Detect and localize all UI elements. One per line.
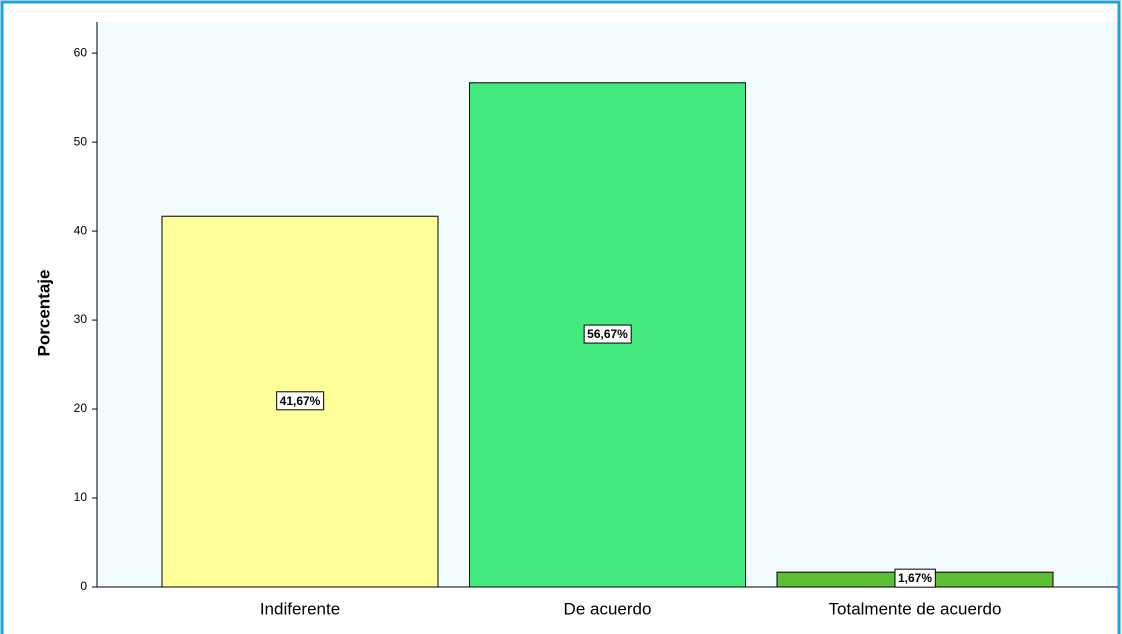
y-tick-label: 20 — [74, 401, 88, 415]
y-tick-label: 40 — [74, 223, 88, 237]
x-tick-label: Indiferente — [260, 599, 340, 618]
data-label: 1,67% — [898, 571, 932, 585]
y-axis-label: Porcentaje — [34, 270, 53, 357]
data-label: 41,67% — [280, 394, 321, 408]
y-tick-label: 10 — [74, 490, 88, 504]
data-label-box — [276, 391, 325, 411]
data-label: 56,67% — [587, 327, 628, 341]
x-tick-label: De acuerdo — [564, 599, 652, 618]
data-label-box — [894, 568, 936, 588]
y-tick-label: 0 — [80, 579, 87, 593]
y-tick-label: 30 — [74, 312, 88, 326]
y-tick-label: 50 — [74, 134, 88, 148]
data-label-box — [583, 324, 632, 344]
x-tick-label: Totalmente de acuerdo — [829, 599, 1002, 618]
y-tick-label: 60 — [74, 45, 88, 59]
